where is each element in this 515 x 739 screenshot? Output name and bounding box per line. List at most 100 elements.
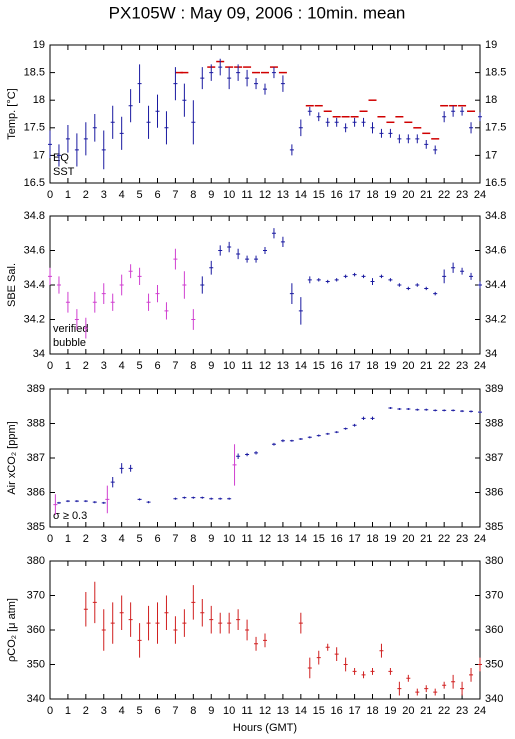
error-bar [245, 69, 250, 87]
error-bar [155, 285, 160, 303]
error-bar [334, 431, 339, 434]
error-bar [442, 111, 447, 123]
error-bar [128, 89, 133, 123]
error-bar [361, 416, 366, 421]
x-tick-label: 13 [277, 705, 289, 717]
error-bar [370, 278, 375, 285]
error-bar [406, 286, 411, 291]
error-bar [218, 245, 223, 256]
error-bar [451, 409, 456, 412]
error-bar [110, 293, 115, 311]
y-tick-label: 387 [27, 452, 45, 464]
x-tick-label: 16 [331, 705, 343, 717]
x-tick-label: 1 [65, 533, 71, 545]
y-tick-label: 380 [27, 555, 45, 567]
error-bar [361, 274, 366, 279]
error-bar [65, 291, 70, 313]
y-tick-label: 388 [27, 417, 45, 429]
y-tick-label: 34.6 [24, 244, 45, 256]
x-tick-label: 6 [154, 705, 160, 717]
error-bar [155, 602, 160, 644]
x-tick-label: 18 [366, 360, 378, 372]
error-bar [271, 67, 276, 79]
error-bar [469, 667, 474, 682]
x-tick-label: 12 [259, 189, 271, 201]
error-bar [271, 228, 276, 239]
y-tick-label: 19 [33, 39, 45, 51]
y-tick-label: 34.2 [24, 313, 45, 325]
error-bar [298, 612, 303, 634]
error-bar [53, 494, 58, 515]
error-bar [325, 432, 330, 435]
x-tick-label: 9 [208, 189, 214, 201]
error-bar [307, 436, 312, 439]
y-axis-title: SBE Sal. [6, 263, 18, 307]
error-bar [433, 291, 438, 296]
x-tick-label: 0 [47, 360, 53, 372]
x-tick-label: 9 [208, 705, 214, 717]
y-tick-label: 386 [27, 486, 45, 498]
error-bar [388, 128, 393, 138]
x-tick-label: 0 [47, 705, 53, 717]
error-bar [209, 497, 214, 500]
error-bar [182, 496, 187, 499]
error-bar [352, 272, 357, 277]
x-tick-label: 24 [474, 533, 486, 545]
error-bar [298, 437, 303, 441]
y-axis-title: Temp. [°C] [6, 88, 18, 139]
error-bar [352, 117, 357, 127]
x-tick-label: 16 [331, 189, 343, 201]
y-tick-label: 17 [33, 149, 45, 161]
x-tick-label: 20 [402, 705, 414, 717]
error-bar [200, 598, 205, 627]
x-tick-label: 14 [295, 533, 307, 545]
error-bar [289, 283, 294, 304]
x-tick-label: 19 [384, 189, 396, 201]
error-bar [128, 264, 133, 279]
x-tick-label: 11 [241, 533, 252, 545]
error-bar [92, 581, 97, 624]
y-tick-label-right: 389 [485, 383, 503, 395]
error-bar [343, 657, 348, 672]
error-bar [352, 667, 357, 675]
error-bar [146, 501, 151, 504]
x-tick-label: 4 [119, 533, 125, 545]
y-tick-label-right: 34.2 [485, 313, 506, 325]
error-bar [65, 500, 70, 503]
error-bar [478, 657, 482, 672]
error-bar [65, 125, 70, 153]
x-tick-label: 21 [420, 533, 432, 545]
error-bar [110, 105, 115, 139]
x-tick-label: 2 [83, 189, 89, 201]
x-tick-label: 19 [384, 705, 396, 717]
error-bar [105, 485, 110, 514]
error-bar [397, 681, 402, 696]
error-bar [137, 267, 142, 285]
error-bar [379, 643, 384, 658]
y-axis-title: ρCO₂ [μ atm] [6, 598, 18, 662]
x-tick-label: 17 [348, 360, 360, 372]
x-tick-label: 2 [83, 533, 89, 545]
y-tick-label: 360 [27, 624, 45, 636]
error-bar [370, 667, 375, 675]
x-tick-label: 3 [101, 705, 107, 717]
y-tick-label: 16.5 [24, 177, 45, 189]
error-bar [334, 278, 339, 282]
x-tick-label: 2 [83, 705, 89, 717]
error-bar [119, 595, 124, 630]
y-tick-label-right: 380 [485, 555, 503, 567]
y-tick-label-right: 388 [485, 417, 503, 429]
x-tick-label: 11 [241, 189, 252, 201]
error-bar [424, 286, 429, 291]
error-bar [245, 619, 250, 641]
error-bar [236, 248, 241, 260]
y-tick-label-right: 18.5 [485, 67, 506, 79]
x-tick-label: 4 [119, 360, 125, 372]
error-bar [415, 283, 420, 287]
x-tick-label: 20 [402, 360, 414, 372]
error-bar [146, 105, 151, 139]
error-bar [173, 616, 178, 644]
x-tick-label: 20 [402, 533, 414, 545]
error-bar [155, 94, 160, 128]
y-tick-label: 34 [33, 348, 45, 360]
